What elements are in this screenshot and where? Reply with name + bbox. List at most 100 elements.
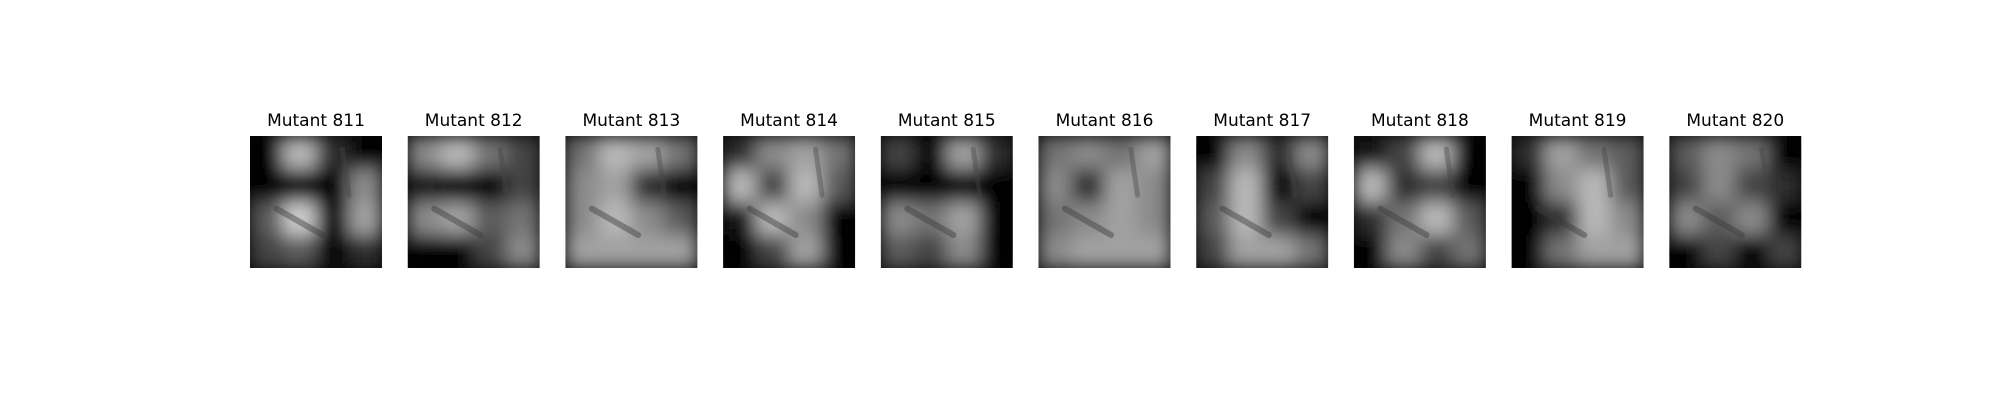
- brightness-block: [1229, 169, 1264, 203]
- streak: [970, 146, 983, 198]
- brightness-block: [598, 136, 633, 170]
- brightness-block: [1262, 235, 1297, 268]
- brightness-block: [440, 169, 475, 203]
- brightness-block: [1353, 202, 1388, 236]
- brightness-block: [1577, 235, 1612, 268]
- brightness-block: [316, 136, 350, 170]
- brightness-block: [1419, 202, 1454, 236]
- brightness-block: [1196, 136, 1231, 170]
- brightness-block: [1038, 235, 1073, 268]
- thumbnail: [1669, 136, 1802, 268]
- brightness-block: [822, 202, 856, 236]
- brightness-block: [1511, 235, 1546, 268]
- brightness-block: [880, 202, 915, 236]
- image-panel: Mutant 813: [565, 111, 698, 268]
- brightness-block: [1669, 169, 1704, 203]
- brightness-block: [1295, 202, 1329, 236]
- brightness-block: [789, 169, 824, 203]
- brightness-block: [979, 202, 1013, 236]
- image-panel: Mutant 815: [880, 111, 1013, 268]
- brightness-block: [913, 169, 948, 203]
- brightness-block: [506, 136, 540, 170]
- brightness-block: [979, 169, 1013, 203]
- brightness-block: [1735, 235, 1770, 268]
- brightness-block: [1295, 136, 1329, 170]
- brightness-block: [1353, 169, 1388, 203]
- brightness-block: [664, 169, 698, 203]
- brightness-block: [565, 202, 600, 236]
- brightness-block: [598, 169, 633, 203]
- brightness-block: [250, 136, 284, 170]
- brightness-block: [1353, 136, 1388, 170]
- thumbnail: [407, 136, 540, 268]
- panel-title: Mutant 817: [1213, 111, 1311, 131]
- brightness-block: [979, 136, 1013, 170]
- streak: [273, 205, 326, 238]
- brightness-block: [1610, 136, 1644, 170]
- brightness-block: [723, 202, 758, 236]
- thumbnail-content: [1038, 136, 1171, 268]
- brightness-block: [1071, 235, 1106, 268]
- thumbnail: [1511, 136, 1644, 268]
- brightness-block: [1702, 136, 1737, 170]
- streak: [1219, 205, 1272, 238]
- brightness-block: [407, 136, 442, 170]
- brightness-block: [913, 136, 948, 170]
- brightness-block: [1735, 136, 1770, 170]
- brightness-block: [1038, 202, 1073, 236]
- brightness-block: [789, 136, 824, 170]
- brightness-block: [316, 169, 350, 203]
- streak: [588, 205, 641, 238]
- brightness-block: [946, 136, 981, 170]
- thumbnail-content: [1669, 136, 1802, 268]
- image-panel: Mutant 819: [1511, 111, 1644, 268]
- streak: [1692, 205, 1745, 238]
- brightness-block: [1768, 235, 1802, 268]
- brightness-block: [598, 202, 633, 236]
- brightness-block: [1511, 169, 1546, 203]
- brightness-block: [407, 169, 442, 203]
- panel-title: Mutant 811: [267, 111, 365, 131]
- image-panel: Mutant 811: [250, 111, 382, 268]
- brightness-block: [1768, 136, 1802, 170]
- brightness-block: [1386, 136, 1421, 170]
- thumbnail-content: [407, 136, 540, 268]
- brightness-block: [1386, 235, 1421, 268]
- panel-title: Mutant 812: [425, 111, 523, 131]
- panel-title: Mutant 815: [898, 111, 996, 131]
- brightness-block: [1137, 169, 1171, 203]
- brightness-block: [1669, 136, 1704, 170]
- brightness-block: [946, 235, 981, 268]
- brightness-block: [1511, 202, 1546, 236]
- thumbnail-content: [565, 136, 698, 268]
- brightness-block: [723, 136, 758, 170]
- brightness-block: [1071, 169, 1106, 203]
- brightness-block: [1452, 169, 1486, 203]
- brightness-block: [1610, 169, 1644, 203]
- panel-title: Mutant 818: [1371, 111, 1469, 131]
- brightness-block: [565, 169, 600, 203]
- brightness-block: [506, 202, 540, 236]
- brightness-block: [1610, 235, 1644, 268]
- thumbnail-content: [1196, 136, 1329, 268]
- image-panel: Mutant 814: [723, 111, 856, 268]
- thumbnail: [1353, 136, 1486, 268]
- brightness-block: [1768, 169, 1802, 203]
- brightness-block: [1452, 136, 1486, 170]
- brightness-block: [1419, 235, 1454, 268]
- thumbnail-content: [1353, 136, 1486, 268]
- brightness-block: [1419, 169, 1454, 203]
- thumbnail-content: [723, 136, 856, 268]
- streak: [746, 205, 799, 238]
- brightness-block: [880, 235, 915, 268]
- brightness-block: [946, 202, 981, 236]
- brightness-block: [1262, 202, 1297, 236]
- brightness-block: [283, 136, 317, 170]
- brightness-block: [1669, 235, 1704, 268]
- brightness-block: [1104, 169, 1139, 203]
- streak: [497, 146, 510, 198]
- brightness-block: [283, 202, 317, 236]
- brightness-block: [473, 202, 508, 236]
- streak: [1061, 205, 1115, 238]
